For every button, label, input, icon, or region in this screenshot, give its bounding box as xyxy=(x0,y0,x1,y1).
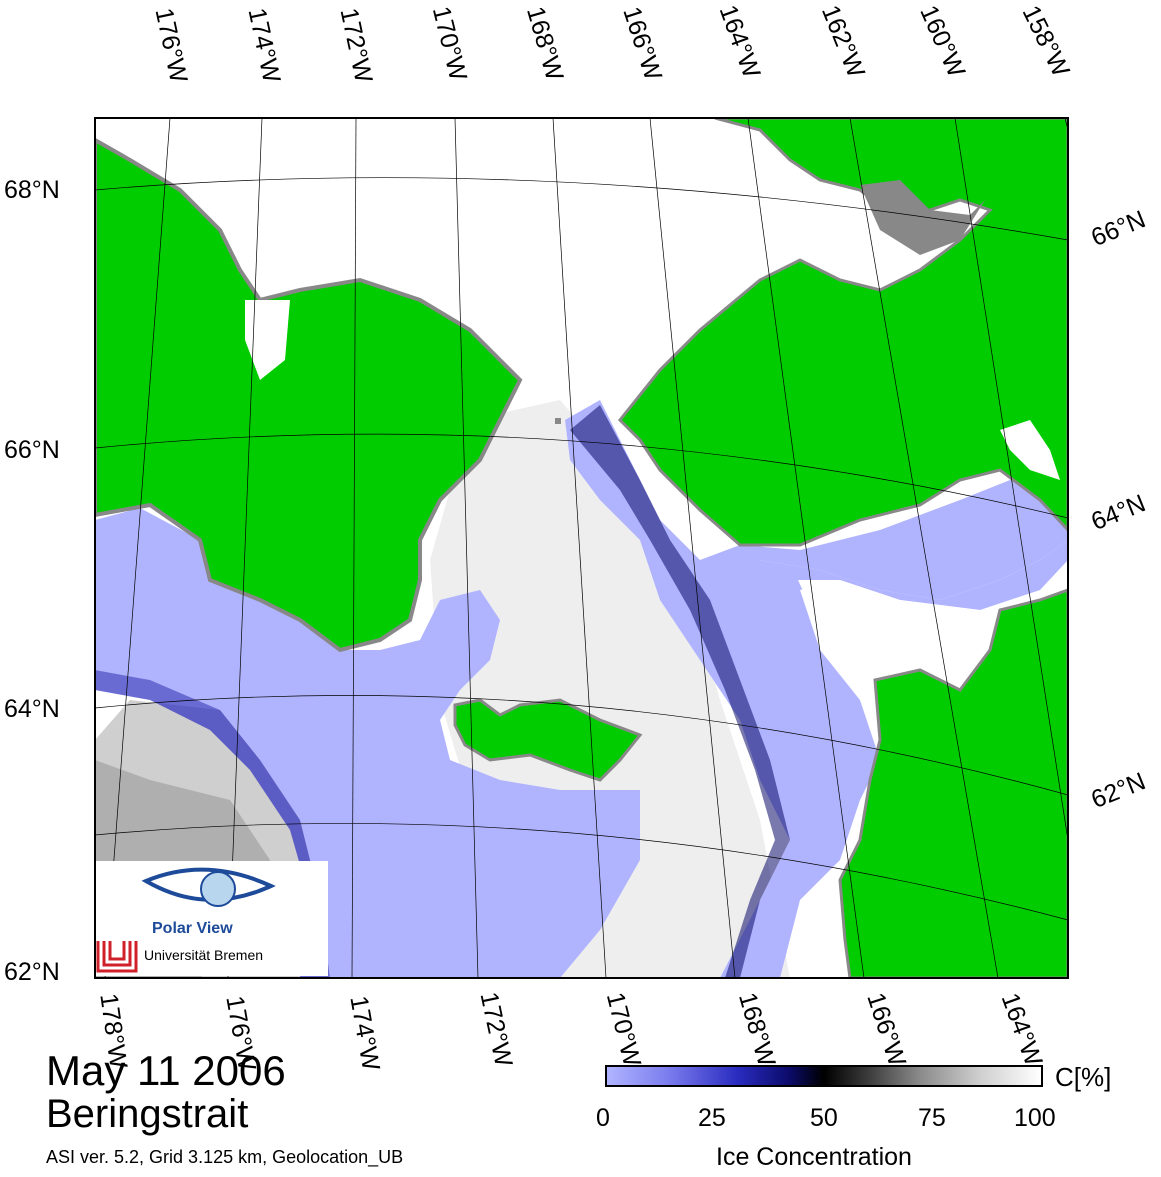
parallel-line xyxy=(95,695,1068,796)
logo-name: Polar View xyxy=(152,920,233,937)
diomede-island xyxy=(555,418,561,424)
polar-view-logo: Polar View Universität Bremen xyxy=(96,861,328,976)
lagoon-alaska xyxy=(1000,420,1060,480)
meridian-line xyxy=(454,118,479,978)
parallel-line xyxy=(95,823,1068,921)
open-water-norton xyxy=(700,480,1068,600)
logo-institution: Universität Bremen xyxy=(144,947,264,963)
meridian-line xyxy=(552,118,607,978)
meridian-line xyxy=(747,118,865,978)
ice-norton xyxy=(798,580,990,740)
land-chukotka xyxy=(95,137,523,653)
colorbar xyxy=(605,1065,1043,1087)
colorbar-unit: C[%] xyxy=(1055,1062,1112,1092)
lat-label-left: 66°N xyxy=(4,436,60,464)
colorbar-tick: 100 xyxy=(1014,1104,1056,1132)
colorbar-tick: 25 xyxy=(698,1104,726,1132)
kotzebue-sound xyxy=(860,180,985,255)
colorbar-tick: 0 xyxy=(596,1104,610,1132)
meridian-line xyxy=(104,118,171,978)
colorbar-tick: 50 xyxy=(810,1104,838,1132)
lat-label-left: 64°N xyxy=(4,695,60,723)
map-region: Beringstrait xyxy=(46,1092,249,1136)
meridian-line xyxy=(227,118,263,978)
map-area xyxy=(95,118,1068,978)
land-alaska-south xyxy=(838,588,1068,978)
open-water-east xyxy=(565,400,1068,978)
map-date: May 11 2006 xyxy=(46,1047,286,1094)
map-meta: ASI ver. 5.2, Grid 3.125 km, Geolocation… xyxy=(46,1147,404,1167)
map-border xyxy=(94,117,1069,979)
colorbar-tick: 75 xyxy=(918,1104,946,1132)
eye-icon xyxy=(96,867,276,973)
open-water-west xyxy=(95,508,640,978)
parallel-line xyxy=(95,433,1068,519)
parallel-line xyxy=(95,177,1068,241)
lat-label-left: 68°N xyxy=(4,176,60,204)
graticule xyxy=(95,118,1068,978)
meridian-line xyxy=(954,118,1068,841)
lat-label-left: 62°N xyxy=(4,958,60,986)
lagoon-chukotka xyxy=(245,300,290,380)
meridian-line xyxy=(849,118,999,978)
st-lawrence-island xyxy=(453,698,643,782)
colorbar-title: Ice Concentration xyxy=(716,1143,912,1171)
meridian-line xyxy=(351,118,357,978)
meridian-line xyxy=(649,118,736,978)
